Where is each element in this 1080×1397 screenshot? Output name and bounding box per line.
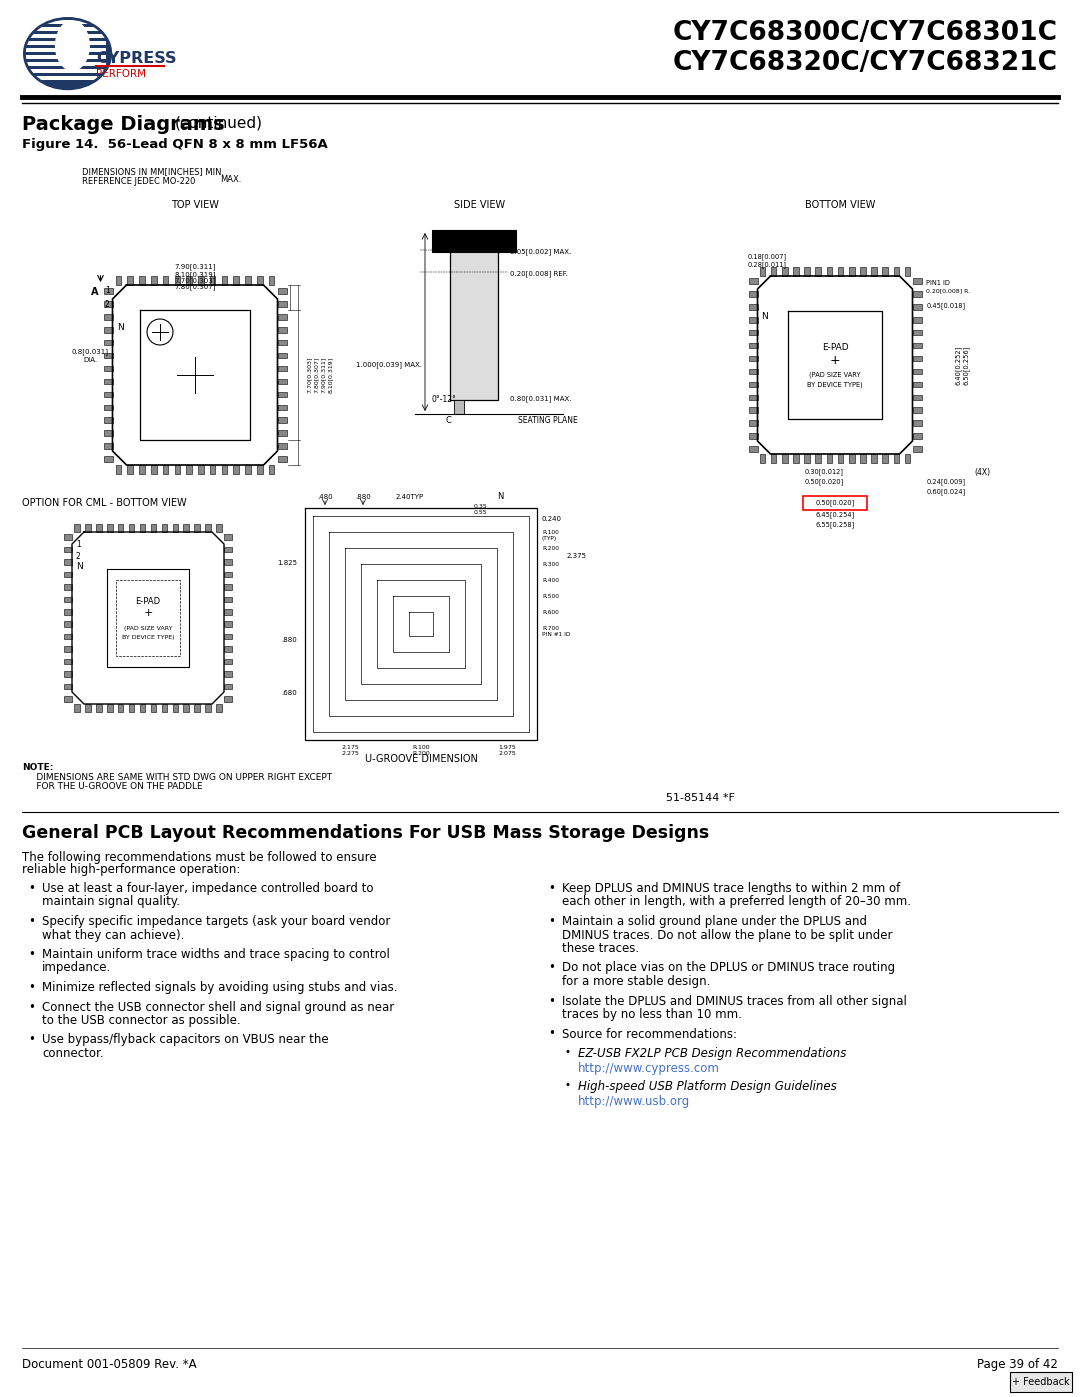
Bar <box>104 418 112 423</box>
Text: 6.40[0.252]
6.50[0.256]: 6.40[0.252] 6.50[0.256] <box>955 345 970 384</box>
Bar <box>127 277 133 285</box>
Text: impedance.: impedance. <box>42 961 111 975</box>
Text: N: N <box>761 312 768 321</box>
Bar <box>64 659 72 665</box>
Ellipse shape <box>55 21 90 70</box>
Text: Document 001-05809 Rev. *A: Document 001-05809 Rev. *A <box>22 1358 197 1370</box>
Text: PIN1 ID: PIN1 ID <box>927 279 950 286</box>
Bar <box>245 277 251 285</box>
Bar <box>224 622 232 627</box>
Text: 1.975
2.075: 1.975 2.075 <box>498 745 516 756</box>
Text: Specify specific impedance targets (ask your board vendor: Specify specific impedance targets (ask … <box>42 915 390 928</box>
Text: •: • <box>28 981 35 995</box>
Text: Maintain uniform trace widths and trace spacing to control: Maintain uniform trace widths and trace … <box>42 949 390 961</box>
Bar <box>278 366 286 372</box>
Bar <box>838 267 843 277</box>
Bar <box>224 659 232 665</box>
Text: N: N <box>76 562 83 571</box>
Bar <box>278 339 286 345</box>
Bar <box>104 339 112 345</box>
Bar <box>139 704 146 712</box>
Text: 6.55[0.258]: 6.55[0.258] <box>815 521 854 528</box>
Text: 0.50[0.020]: 0.50[0.020] <box>805 478 845 485</box>
Text: R.700
PIN #1 ID: R.700 PIN #1 ID <box>542 626 570 637</box>
Bar <box>104 391 112 397</box>
Bar <box>748 420 757 426</box>
Bar <box>748 330 757 335</box>
Bar <box>151 277 157 285</box>
Bar <box>118 524 123 532</box>
Bar <box>224 597 232 602</box>
Bar <box>173 704 178 712</box>
Bar <box>216 524 221 532</box>
Bar <box>269 277 274 285</box>
Bar <box>24 20 106 24</box>
Bar <box>748 433 757 439</box>
Text: R.200: R.200 <box>542 546 559 550</box>
Text: 0.18[0.007]: 0.18[0.007] <box>748 253 787 260</box>
Text: Figure 14.  56-Lead QFN 8 x 8 mm LF56A: Figure 14. 56-Lead QFN 8 x 8 mm LF56A <box>22 138 327 151</box>
Bar <box>913 446 921 451</box>
Text: DIMENSIONS IN MM[INCHES] MIN.: DIMENSIONS IN MM[INCHES] MIN. <box>82 168 225 176</box>
Bar <box>913 369 921 374</box>
Text: R.500: R.500 <box>542 594 559 599</box>
Bar <box>793 267 799 277</box>
Bar <box>173 524 178 532</box>
Bar <box>187 277 192 285</box>
Text: 0.60[0.024]: 0.60[0.024] <box>927 488 966 495</box>
Bar <box>75 524 80 532</box>
Bar <box>194 524 200 532</box>
Bar <box>175 465 180 474</box>
Bar <box>64 559 72 564</box>
Bar <box>64 647 72 652</box>
Text: •: • <box>564 1080 570 1090</box>
Bar <box>748 317 757 323</box>
Bar <box>815 267 821 277</box>
Text: BY DEVICE TYPE): BY DEVICE TYPE) <box>122 636 174 640</box>
Text: •: • <box>548 882 555 895</box>
Text: R.100
(TYP): R.100 (TYP) <box>542 529 558 541</box>
Bar <box>216 704 221 712</box>
Text: 0°-12°: 0°-12° <box>432 395 457 404</box>
Bar <box>872 267 877 277</box>
Bar <box>64 696 72 701</box>
Bar <box>748 446 757 451</box>
Bar <box>139 465 145 474</box>
Text: Package Diagrams: Package Diagrams <box>22 115 225 134</box>
Bar <box>224 571 232 577</box>
Text: each other in length, with a preferred length of 20–30 mm.: each other in length, with a preferred l… <box>562 895 912 908</box>
Bar <box>1010 1372 1072 1391</box>
Bar <box>224 683 232 689</box>
Bar <box>224 559 232 564</box>
Bar <box>759 267 766 277</box>
Text: TOP VIEW: TOP VIEW <box>171 200 219 210</box>
Bar <box>793 454 799 462</box>
Bar <box>64 683 72 689</box>
Text: 1: 1 <box>76 541 81 549</box>
Text: for a more stable design.: for a more stable design. <box>562 975 711 988</box>
Text: 2.175
2.275: 2.175 2.275 <box>341 745 359 756</box>
Bar <box>163 465 168 474</box>
Bar <box>805 267 810 277</box>
Bar <box>96 524 102 532</box>
Text: U-GROOVE DIMENSION: U-GROOVE DIMENSION <box>365 754 477 764</box>
Bar <box>104 405 112 411</box>
Bar <box>804 496 867 510</box>
Text: •: • <box>548 1028 555 1041</box>
Text: 6.45[0.254]: 6.45[0.254] <box>815 511 854 518</box>
Bar <box>139 524 146 532</box>
Text: what they can achieve).: what they can achieve). <box>42 929 185 942</box>
Text: 7.80[0.307]: 7.80[0.307] <box>174 284 216 289</box>
Bar <box>151 465 157 474</box>
Text: +: + <box>144 608 152 617</box>
Bar <box>748 369 757 374</box>
Bar <box>64 546 72 552</box>
Bar <box>129 524 134 532</box>
Bar <box>454 400 464 414</box>
Bar <box>913 381 921 387</box>
Bar <box>64 571 72 577</box>
Ellipse shape <box>25 18 111 89</box>
Bar <box>184 524 189 532</box>
Text: E-PAD: E-PAD <box>135 597 161 606</box>
Bar <box>838 454 843 462</box>
